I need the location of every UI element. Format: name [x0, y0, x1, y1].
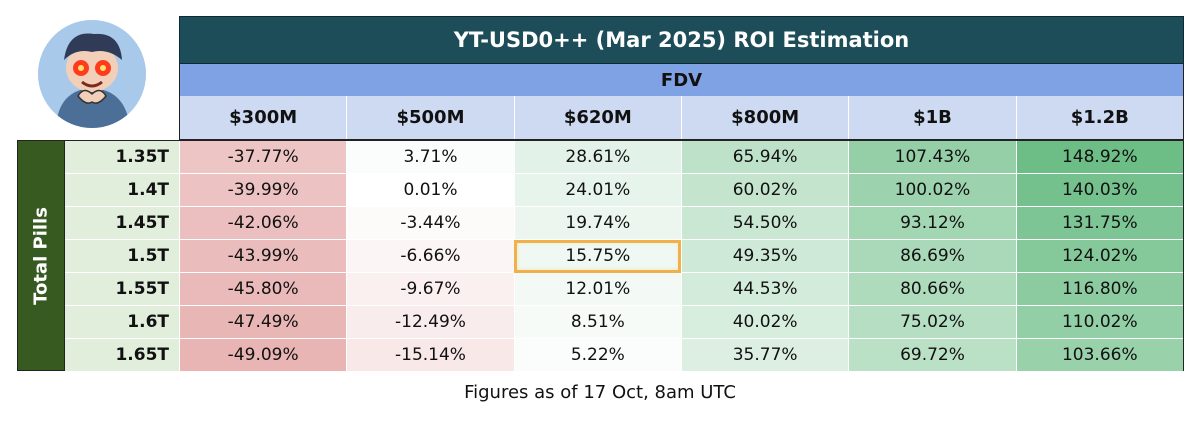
roi-cell: 28.61% — [513, 141, 681, 174]
row-header: 1.55T — [65, 273, 179, 306]
table-row: 1.45T -42.06% -3.44% 19.74% 54.50% 93.12% 131.… — [65, 207, 1183, 240]
roi-cell: 60.02% — [680, 174, 849, 207]
column-header: $800M — [680, 96, 849, 139]
roi-cell: 80.66% — [848, 273, 1016, 306]
column-header: $1.2B — [1015, 96, 1183, 139]
row-header: 1.65T — [65, 339, 179, 372]
table-row: 1.35T -37.77% 3.71% 28.61% 65.94% 107.43% 148.… — [65, 141, 1183, 174]
roi-cell: -49.09% — [179, 339, 347, 372]
column-headers: $300M $500M $620M $800M $1B $1.2B — [179, 96, 1184, 140]
roi-cell: 148.92% — [1015, 141, 1183, 174]
row-header: 1.35T — [65, 141, 179, 174]
table-row: 1.55T -45.80% -9.67% 12.01% 44.53% 80.66% 116.… — [65, 273, 1183, 306]
roi-cell: 86.69% — [848, 240, 1016, 273]
roi-cell: 75.02% — [848, 306, 1016, 339]
fdv-group-header: FDV — [179, 64, 1184, 96]
row-header: 1.45T — [65, 207, 179, 240]
roi-cell: 116.80% — [1015, 273, 1183, 306]
column-header: $1B — [848, 96, 1016, 139]
avatar-illustration — [38, 20, 146, 128]
row-header: 1.4T — [65, 174, 179, 207]
roi-cell: -42.06% — [179, 207, 347, 240]
roi-cell: -6.66% — [346, 240, 514, 273]
row-header: 1.6T — [65, 306, 179, 339]
roi-cell: 103.66% — [1015, 339, 1183, 372]
roi-cell: 24.01% — [513, 174, 681, 207]
roi-cell: -47.49% — [179, 306, 347, 339]
roi-cell: 65.94% — [680, 141, 849, 174]
table-row: 1.65T -49.09% -15.14% 5.22% 35.77% 69.72% 103.… — [65, 339, 1183, 372]
roi-cell: -37.77% — [179, 141, 347, 174]
roi-cell: 124.02% — [1015, 240, 1183, 273]
roi-cell: -45.80% — [179, 273, 347, 306]
roi-cell: -9.67% — [346, 273, 514, 306]
row-header: 1.5T — [65, 240, 179, 273]
table-row: 1.4T -39.99% 0.01% 24.01% 60.02% 100.02% 140.0… — [65, 174, 1183, 207]
table-title: YT-USD0++ (Mar 2025) ROI Estimation — [179, 16, 1184, 64]
roi-cell: -39.99% — [179, 174, 347, 207]
roi-cell: 0.01% — [346, 174, 514, 207]
roi-cell: 110.02% — [1015, 306, 1183, 339]
footnote: Figures as of 17 Oct, 8am UTC — [464, 382, 736, 403]
roi-cell: 93.12% — [848, 207, 1016, 240]
roi-cell: 12.01% — [513, 273, 681, 306]
roi-cell: 44.53% — [680, 273, 849, 306]
roi-cell: 140.03% — [1015, 174, 1183, 207]
row-group-label: Total Pills — [30, 206, 52, 305]
row-group-header: Total Pills — [17, 140, 65, 371]
roi-cell: -12.49% — [346, 306, 514, 339]
roi-cell: 35.77% — [680, 339, 849, 372]
roi-table-body: 1.35T -37.77% 3.71% 28.61% 65.94% 107.43% 148.… — [65, 140, 1184, 372]
table-row: 1.6T -47.49% -12.49% 8.51% 40.02% 75.02% 110.0… — [65, 306, 1183, 339]
roi-cell: -15.14% — [346, 339, 514, 372]
roi-cell: 54.50% — [680, 207, 849, 240]
avatar — [38, 20, 146, 128]
roi-cell: 5.22% — [513, 339, 681, 372]
roi-cell-highlighted: 15.75% — [513, 240, 681, 273]
column-header: $500M — [346, 96, 514, 139]
roi-cell: 19.74% — [513, 207, 681, 240]
roi-cell: -3.44% — [346, 207, 514, 240]
roi-cell: 131.75% — [1015, 207, 1183, 240]
roi-cell: 40.02% — [680, 306, 849, 339]
roi-cell: 107.43% — [848, 141, 1016, 174]
roi-cell: 49.35% — [680, 240, 849, 273]
table-row: 1.5T -43.99% -6.66% 15.75% 49.35% 86.69% 124.0… — [65, 240, 1183, 273]
column-header: $620M — [513, 96, 681, 139]
roi-cell: 8.51% — [513, 306, 681, 339]
roi-cell: -43.99% — [179, 240, 347, 273]
roi-cell: 100.02% — [848, 174, 1016, 207]
roi-cell: 3.71% — [346, 141, 514, 174]
column-header: $300M — [180, 96, 347, 139]
roi-cell: 69.72% — [848, 339, 1016, 372]
